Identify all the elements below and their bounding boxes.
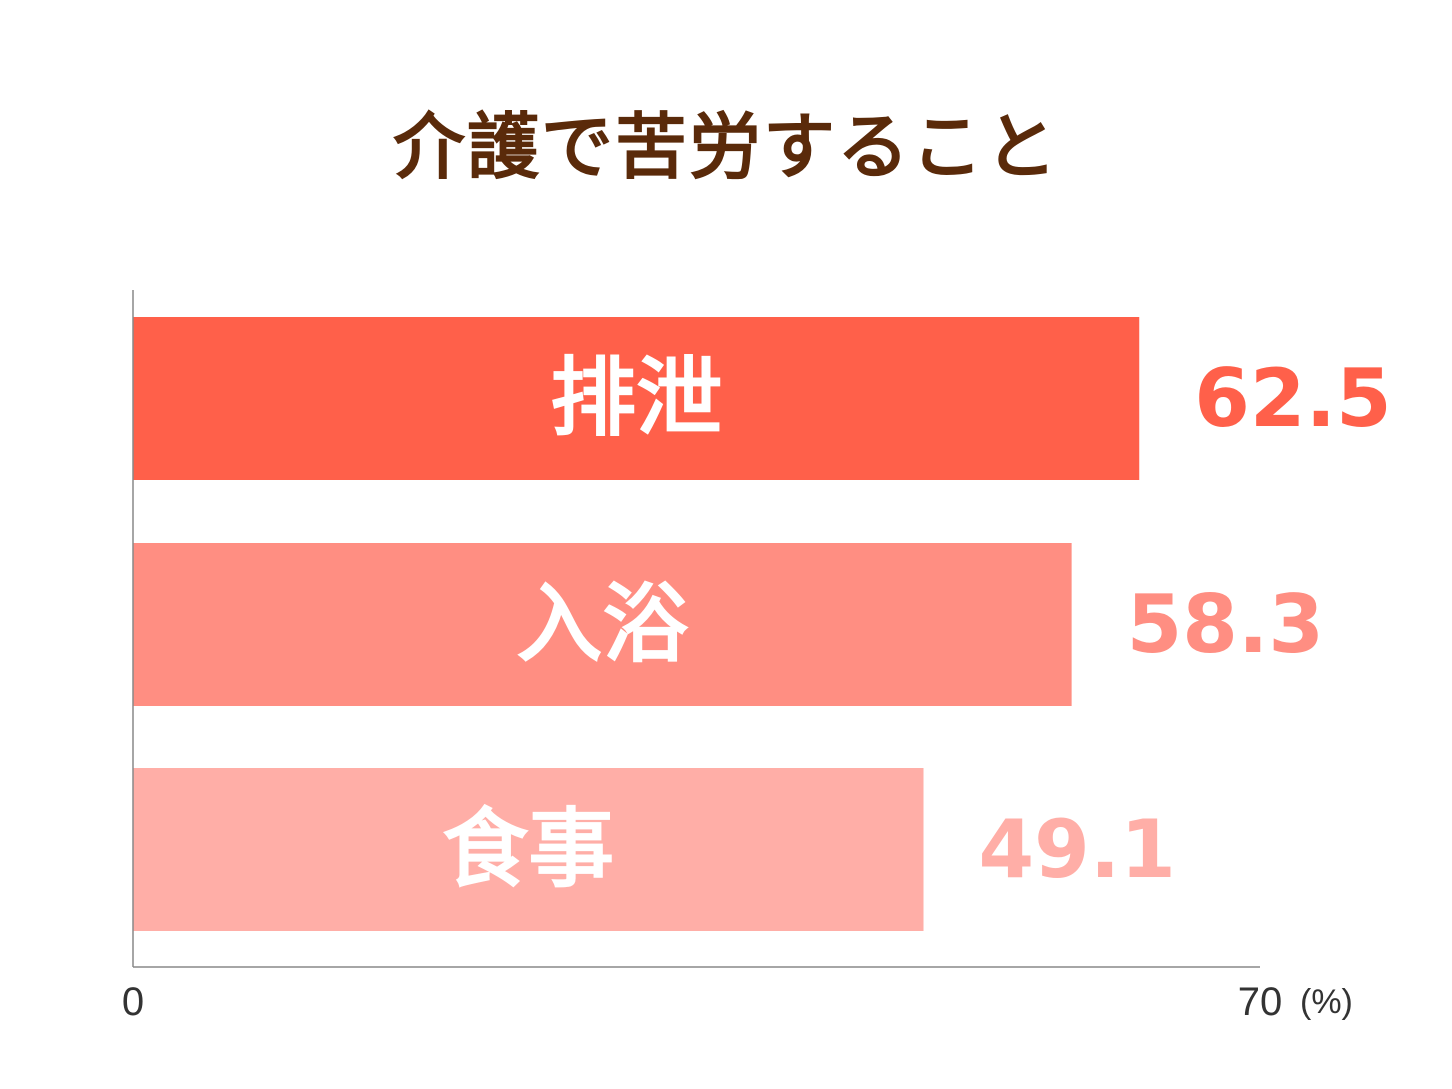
bar-value-label: 62.5 <box>1194 352 1391 445</box>
chart-title: 介護で苦労すること <box>392 105 1059 189</box>
bar-category-label: 入浴 <box>516 575 689 675</box>
bar-value-label: 49.1 <box>979 803 1176 896</box>
x-tick-label-max: 70 <box>1238 980 1283 1024</box>
x-axis-unit: (%) <box>1300 983 1353 1021</box>
bar-value-label: 58.3 <box>1127 578 1324 671</box>
x-tick-label-min: 0 <box>122 980 144 1024</box>
bar-1 <box>133 317 1140 480</box>
bar-category-label: 排泄 <box>550 349 722 449</box>
bar-category-label: 食事 <box>442 800 614 900</box>
bar-3 <box>133 768 924 931</box>
bar-2 <box>133 543 1072 706</box>
